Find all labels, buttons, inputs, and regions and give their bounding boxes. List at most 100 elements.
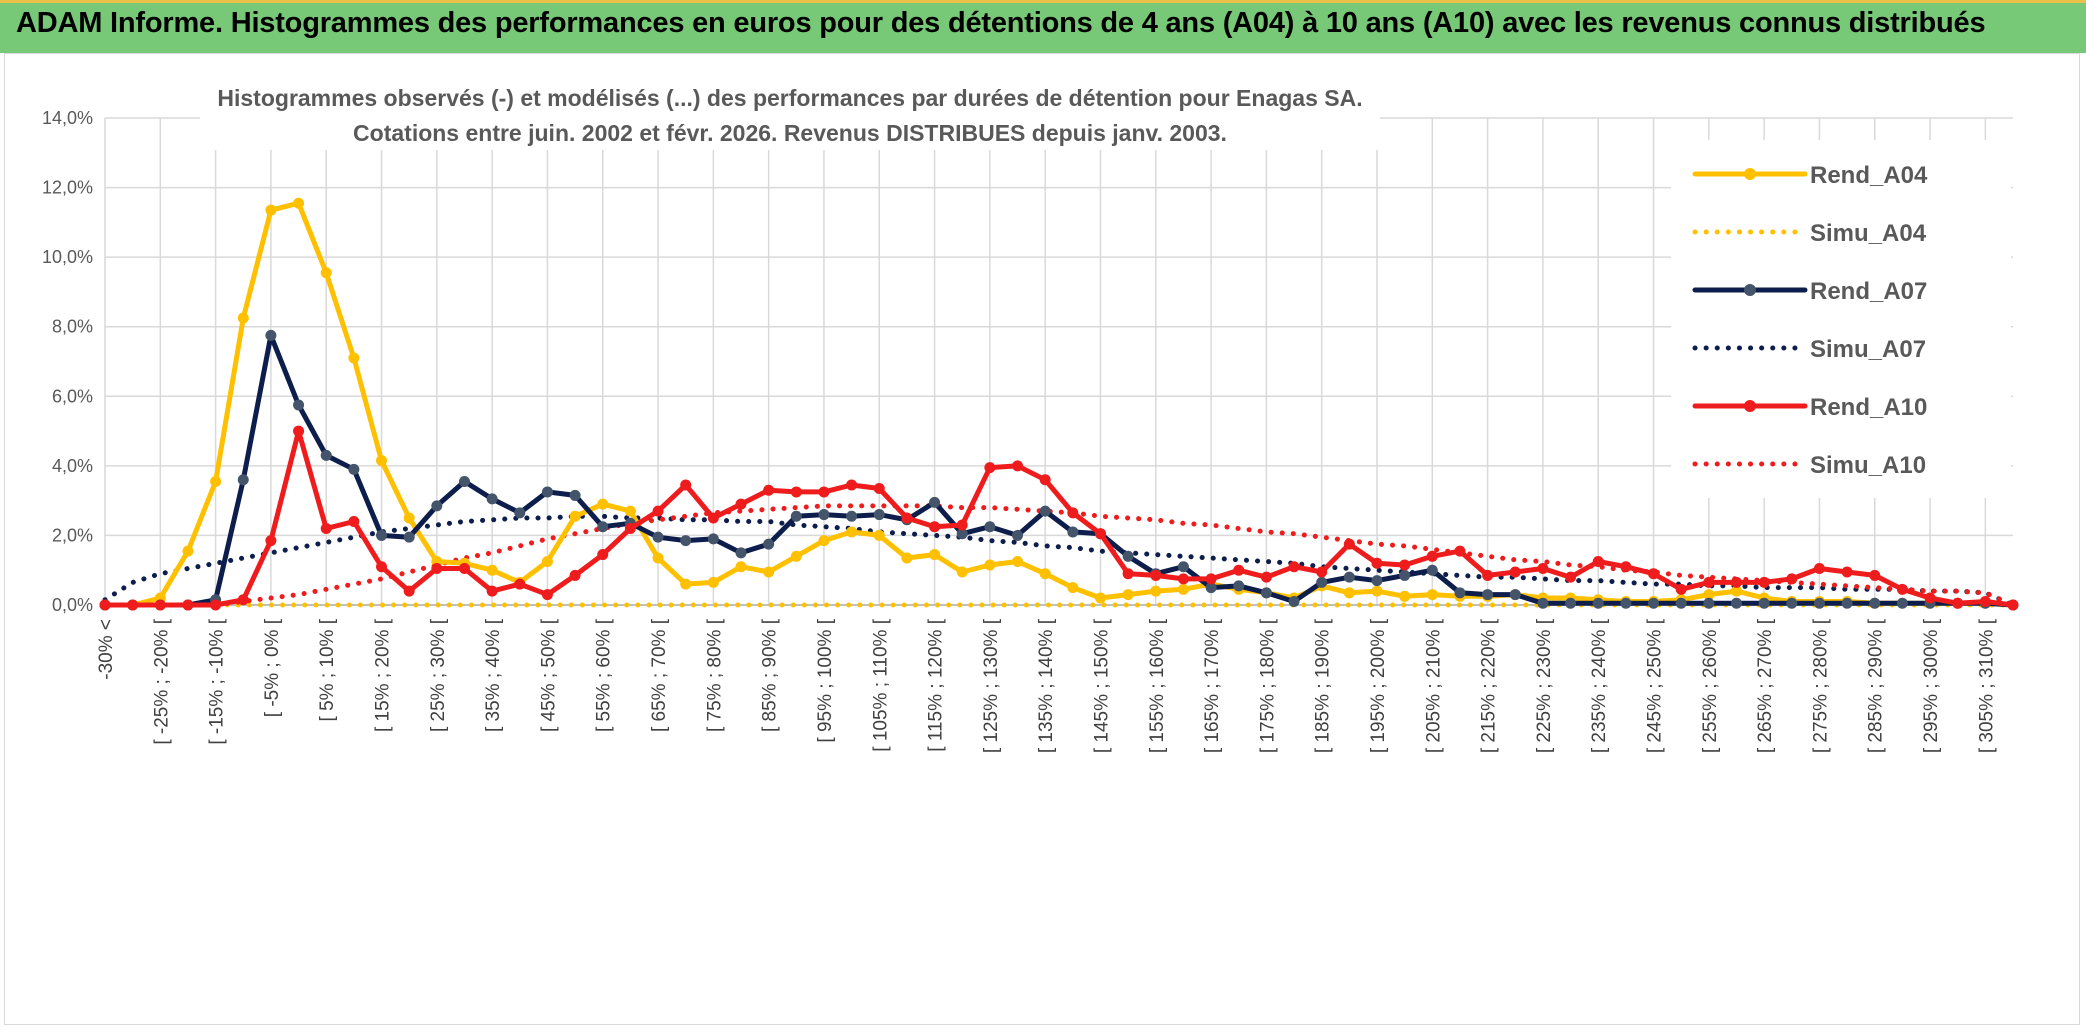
- chart-legend: Rend_A04 Simu_A04 Rend_A07 Simu_A07 Rend_A10…: [1671, 140, 2011, 498]
- y-tick-label: 8,0%: [52, 317, 93, 337]
- data-point-rend-a07: [1399, 569, 1411, 581]
- data-point-rend-a07: [486, 493, 498, 505]
- data-point-rend-a07: [348, 463, 360, 475]
- data-point-rend-a04: [376, 455, 388, 467]
- data-point-rend-a10: [1067, 507, 1079, 519]
- x-tick-label: [ 285% ; 290% [: [1866, 618, 1887, 753]
- data-point-rend-a10: [1316, 566, 1328, 578]
- y-axis: 0,0% 2,0% 4,0% 6,0% 8,0% 10,0% 12,0% 14,0%: [42, 108, 93, 615]
- data-point-rend-a04: [929, 549, 941, 561]
- data-point-rend-a04: [624, 505, 636, 517]
- data-point-rend-a07: [265, 329, 277, 341]
- x-tick-label: [ -25% ; -20% [: [151, 618, 172, 744]
- data-point-rend-a10: [1979, 596, 1991, 608]
- data-point-rend-a07: [873, 509, 885, 521]
- data-point-rend-a07: [1454, 587, 1466, 599]
- data-point-rend-a07: [541, 486, 553, 498]
- data-point-rend-a04: [569, 510, 581, 522]
- data-point-rend-a10: [1288, 561, 1300, 573]
- x-tick-label: [ -5% ; 0% [: [262, 618, 283, 717]
- data-point-rend-a04: [873, 529, 885, 541]
- data-point-rend-a04: [680, 578, 692, 590]
- data-point-rend-a07: [1758, 597, 1770, 609]
- x-tick-label: [ 65% ; 70% [: [649, 618, 670, 732]
- data-point-rend-a04: [1426, 589, 1438, 601]
- data-point-rend-a04: [1067, 582, 1079, 594]
- data-point-rend-a10: [597, 549, 609, 561]
- data-point-rend-a07: [1675, 597, 1687, 609]
- data-point-rend-a10: [1177, 573, 1189, 585]
- data-point-rend-a07: [1730, 597, 1742, 609]
- data-point-rend-a04: [1730, 585, 1742, 597]
- data-point-rend-a04: [1039, 568, 1051, 580]
- x-tick-label: [ 165% ; 170% [: [1202, 618, 1223, 753]
- x-tick-label: [ 25% ; 30% [: [428, 618, 449, 732]
- data-point-rend-a07: [1565, 597, 1577, 609]
- data-point-rend-a07: [1482, 589, 1494, 601]
- x-tick-label: [ 125% ; 130% [: [981, 618, 1002, 753]
- data-point-rend-a10: [569, 569, 581, 581]
- data-point-rend-a10: [1509, 566, 1521, 578]
- legend-background: [1671, 140, 2011, 498]
- x-tick-label: [ 275% ; 280% [: [1810, 618, 1831, 753]
- data-point-rend-a10: [1896, 583, 1908, 595]
- data-point-rend-a07: [790, 510, 802, 522]
- data-point-rend-a04: [1177, 583, 1189, 595]
- histogram-chart: 0,0% 2,0% 4,0% 6,0% 8,0% 10,0% 12,0% 14,0% -30%…: [42, 78, 2019, 753]
- data-point-rend-a07: [1316, 576, 1328, 588]
- y-tick-label: 6,0%: [52, 386, 93, 406]
- data-point-rend-a10: [1205, 573, 1217, 585]
- series-line-rend-a04: [102, 200, 2016, 608]
- data-point-rend-a04: [956, 566, 968, 578]
- data-point-rend-a04: [210, 476, 222, 488]
- data-point-rend-a10: [1648, 568, 1660, 580]
- data-point-rend-a04: [707, 576, 719, 588]
- data-point-rend-a10: [210, 599, 222, 611]
- x-tick-label: [ 145% ; 150% [: [1091, 618, 1112, 753]
- x-tick-label: [ 185% ; 190% [: [1313, 618, 1334, 753]
- x-tick-label: [ 85% ; 90% [: [760, 618, 781, 732]
- x-tick-label: [ 45% ; 50% [: [538, 618, 559, 732]
- series-line-simu-a10: [102, 503, 2016, 608]
- data-point-rend-a07: [1786, 597, 1798, 609]
- data-point-rend-a10: [1565, 571, 1577, 583]
- legend-label-rend-a04: Rend_A04: [1810, 162, 1928, 189]
- data-point-rend-a10: [790, 486, 802, 498]
- data-point-rend-a10: [403, 585, 415, 597]
- data-point-rend-a07: [514, 507, 526, 519]
- data-point-rend-a10: [680, 479, 692, 491]
- data-point-rend-a07: [1896, 597, 1908, 609]
- data-point-rend-a04: [1094, 592, 1106, 604]
- x-tick-label: [ 15% ; 20% [: [373, 618, 394, 732]
- x-tick-label: [ 115% ; 120% [: [926, 618, 947, 751]
- data-point-rend-a04: [1371, 585, 1383, 597]
- y-tick-label: 14,0%: [42, 108, 93, 128]
- data-point-rend-a10: [1233, 564, 1245, 576]
- data-point-rend-a10: [541, 589, 553, 601]
- data-point-rend-a07: [1509, 589, 1521, 601]
- data-point-rend-a10: [458, 562, 470, 574]
- data-point-rend-a07: [680, 535, 692, 547]
- legend-label-simu-a07: Simu_A07: [1810, 336, 1926, 363]
- data-point-rend-a10: [320, 522, 332, 534]
- data-point-rend-a07: [1592, 597, 1604, 609]
- data-point-rend-a07: [1620, 597, 1632, 609]
- data-point-rend-a04: [597, 498, 609, 510]
- data-point-rend-a04: [1343, 587, 1355, 599]
- x-tick-label: [ 205% ; 210% [: [1423, 618, 1444, 753]
- data-point-rend-a04: [320, 267, 332, 279]
- data-point-rend-a07: [237, 474, 249, 486]
- chart-subtitle: Cotations entre juin. 2002 et févr. 2026…: [353, 120, 1227, 146]
- legend-marker-rend-a04: [1744, 168, 1756, 180]
- data-point-rend-a10: [514, 578, 526, 590]
- data-point-rend-a07: [320, 449, 332, 461]
- data-point-rend-a10: [818, 486, 830, 498]
- data-point-rend-a07: [376, 529, 388, 541]
- data-point-rend-a10: [1869, 569, 1881, 581]
- data-point-rend-a07: [1426, 564, 1438, 576]
- data-point-rend-a10: [1924, 592, 1936, 604]
- data-point-rend-a10: [1758, 576, 1770, 588]
- legend-label-simu-a04: Simu_A04: [1810, 220, 1927, 247]
- data-point-rend-a10: [984, 462, 996, 474]
- x-tick-label: [ 135% ; 140% [: [1036, 618, 1057, 753]
